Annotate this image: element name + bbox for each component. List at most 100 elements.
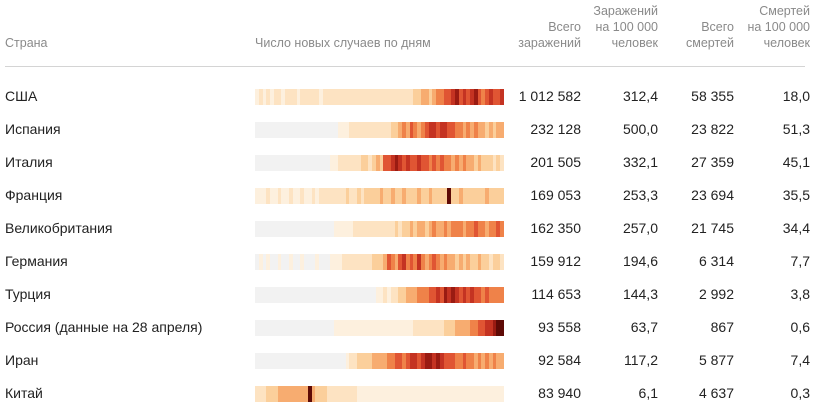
- heat-day-cell: [470, 386, 474, 402]
- heat-day-cell: [500, 155, 504, 171]
- heat-day-cell: [274, 155, 278, 171]
- heat-day-cell: [315, 122, 319, 138]
- heat-day-cell: [281, 320, 285, 336]
- heat-day-cell: [459, 188, 463, 204]
- heat-day-cell: [259, 89, 263, 105]
- heat-day-cell: [413, 386, 417, 402]
- heat-day-cell: [338, 221, 342, 237]
- table-row[interactable]: Франция 169 053 253,3 23 694 35,5: [0, 179, 816, 212]
- heat-day-cell: [357, 188, 361, 204]
- heat-day-cell: [349, 122, 353, 138]
- heat-day-cell: [364, 221, 368, 237]
- heat-day-cell: [395, 320, 398, 336]
- heat-day-cell: [342, 320, 346, 336]
- heat-day-cell: [417, 221, 421, 237]
- heat-day-cell: [398, 89, 402, 105]
- heat-day-cell: [289, 287, 293, 303]
- daily-cases-heatstrip: [255, 221, 504, 237]
- heat-day-cell: [395, 386, 398, 402]
- heat-day-cell: [436, 353, 440, 369]
- heat-day-cell: [466, 188, 470, 204]
- heat-day-cell: [402, 155, 406, 171]
- heat-day-cell: [470, 122, 474, 138]
- heat-day-cell: [315, 188, 319, 204]
- table-row[interactable]: Иран 92 584 117,2 5 877 7,4: [0, 344, 816, 377]
- heat-day-cell: [327, 353, 330, 369]
- table-row[interactable]: Великобритания 162 350 257,0 21 745 34,4: [0, 212, 816, 245]
- heat-day-cell: [270, 122, 274, 138]
- heat-day-cell: [391, 188, 395, 204]
- heat-day-cell: [406, 188, 410, 204]
- heat-day-cell: [270, 254, 274, 270]
- heat-day-cell: [489, 353, 493, 369]
- heat-day-cell: [493, 155, 496, 171]
- heat-day-cell: [327, 386, 330, 402]
- total-deaths-value: 58 355: [691, 88, 734, 104]
- cases-per-100k-value: 6,1: [638, 385, 658, 401]
- heat-day-cell: [455, 320, 459, 336]
- heat-day-cell: [421, 353, 425, 369]
- heat-day-cell: [413, 320, 417, 336]
- total-cases-value: 159 912: [530, 253, 581, 269]
- heat-day-cell: [281, 155, 285, 171]
- heat-day-cell: [455, 353, 459, 369]
- heat-day-cell: [274, 320, 278, 336]
- column-header-deaths-per-100k: Смертей на 100 000 человек: [747, 4, 810, 50]
- heat-day-cell: [425, 353, 429, 369]
- heat-day-cell: [342, 188, 346, 204]
- heat-day-cell: [338, 155, 342, 171]
- heat-day-cell: [459, 287, 463, 303]
- table-row[interactable]: США 1 012 582 312,4 58 355 18,0: [0, 80, 816, 113]
- heat-day-cell: [391, 254, 395, 270]
- heat-day-cell: [406, 320, 410, 336]
- heat-day-cell: [470, 287, 474, 303]
- table-row[interactable]: Италия 201 505 332,1 27 359 45,1: [0, 146, 816, 179]
- deaths-per-100k-value: 0,6: [790, 319, 810, 335]
- table-row[interactable]: Китай 83 940 6,1 4 637 0,3: [0, 377, 816, 410]
- heat-day-cell: [330, 122, 334, 138]
- heat-day-cell: [413, 287, 417, 303]
- heat-day-cell: [334, 221, 338, 237]
- heat-day-cell: [425, 155, 429, 171]
- heat-day-cell: [285, 353, 289, 369]
- heat-day-cell: [451, 155, 455, 171]
- heat-day-cell: [493, 287, 496, 303]
- heat-day-cell: [391, 386, 395, 402]
- cases-per-100k-value: 332,1: [622, 154, 658, 170]
- heat-day-cell: [376, 122, 380, 138]
- heat-day-cell: [327, 89, 330, 105]
- heat-day-cell: [459, 254, 463, 270]
- heat-day-cell: [489, 221, 493, 237]
- heat-day-cell: [406, 287, 410, 303]
- heat-day-cell: [266, 353, 270, 369]
- heat-day-cell: [368, 155, 372, 171]
- heat-day-cell: [447, 320, 451, 336]
- heat-day-cell: [338, 188, 342, 204]
- heat-day-cell: [413, 188, 417, 204]
- country-name: Великобритания: [5, 220, 113, 236]
- heat-day-cell: [398, 386, 402, 402]
- heat-day-cell: [383, 89, 387, 105]
- heat-day-cell: [255, 320, 259, 336]
- heat-day-cell: [380, 353, 383, 369]
- table-row[interactable]: Германия 159 912 194,6 6 314 7,7: [0, 245, 816, 278]
- heat-day-cell: [266, 386, 270, 402]
- column-header-daily-cases: Число новых случаев по дням: [255, 36, 431, 50]
- heat-day-cell: [406, 254, 410, 270]
- heat-day-cell: [444, 287, 447, 303]
- heat-day-cell: [323, 254, 327, 270]
- heat-day-cell: [255, 353, 259, 369]
- table-row[interactable]: Турция 114 653 144,3 2 992 3,8: [0, 278, 816, 311]
- daily-cases-heatstrip: [255, 287, 504, 303]
- heat-day-cell: [474, 122, 478, 138]
- heat-day-cell: [315, 254, 319, 270]
- heat-day-cell: [478, 89, 481, 105]
- table-row[interactable]: Испания 232 128 500,0 23 822 51,3: [0, 113, 816, 146]
- heat-day-cell: [500, 353, 504, 369]
- table-row[interactable]: Россия (данные на 28 апреля) 93 558 63,7 86…: [0, 311, 816, 344]
- heat-day-cell: [330, 89, 334, 105]
- heat-day-cell: [278, 353, 281, 369]
- total-cases-value: 162 350: [530, 220, 581, 236]
- heat-day-cell: [338, 89, 342, 105]
- heat-day-cell: [338, 353, 342, 369]
